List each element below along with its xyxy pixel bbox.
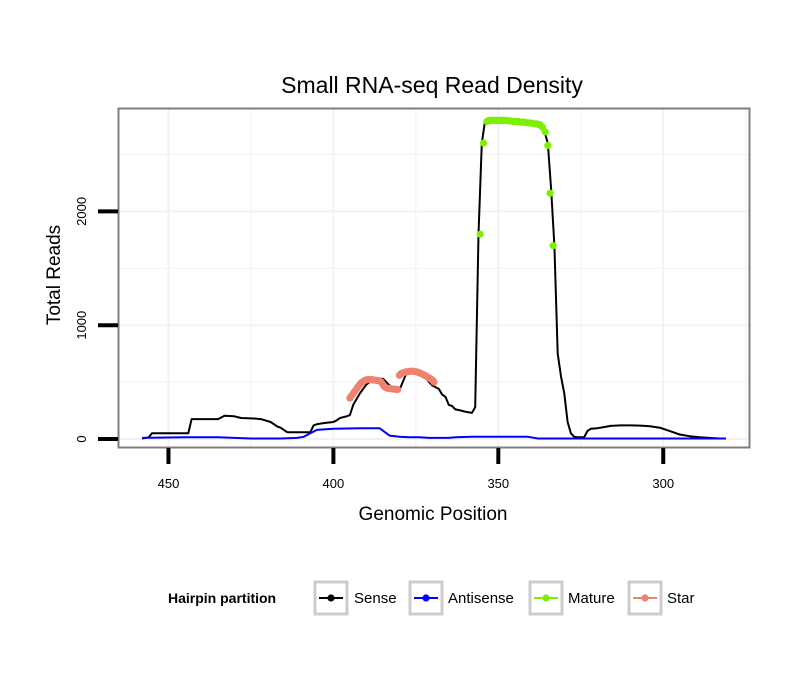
x-tick-label: 300: [652, 476, 674, 491]
x-axis-title: Genomic Position: [359, 504, 508, 525]
mature-point: [476, 230, 484, 238]
mature-point: [541, 128, 549, 136]
legend-label: Sense: [354, 590, 397, 607]
plot-panel: [117, 107, 751, 449]
x-tick-label: 400: [323, 476, 345, 491]
grid-lines: [119, 109, 749, 447]
sense-series-line: [141, 119, 726, 440]
legend-item-star: Star: [627, 580, 695, 616]
axis-ticks: 450 400 350 300 0 1000 2000: [74, 197, 674, 491]
antisense-series-line: [142, 427, 726, 440]
legend-item-sense: Sense: [313, 580, 397, 616]
mature-point: [544, 141, 552, 149]
series-layer: [141, 116, 726, 440]
legend-key-point: [327, 594, 335, 602]
legend-key-point: [422, 594, 430, 602]
mature-point: [479, 139, 488, 147]
legend-key-point: [641, 594, 649, 602]
x-tick-label: 350: [487, 476, 509, 491]
legend-label: Antisense: [448, 590, 514, 607]
legend-key-point: [542, 594, 550, 602]
legend-label: Mature: [568, 590, 615, 607]
x-tick-label: 450: [158, 476, 180, 491]
legend-title: Hairpin partition: [168, 590, 276, 606]
star-point: [430, 378, 438, 386]
mature-point: [549, 242, 557, 250]
star-point: [394, 385, 402, 394]
legend-item-mature: Mature: [528, 580, 615, 616]
y-tick-label: 1000: [74, 311, 89, 340]
y-tick-label: 2000: [74, 197, 89, 226]
chart-title: Small RNA-seq Read Density: [281, 72, 583, 98]
legend-label: Star: [667, 590, 695, 607]
y-tick-label: 0: [74, 435, 89, 442]
y-axis-title: Total Reads: [44, 225, 65, 325]
legend: Hairpin partition Sense Antisense Mature St…: [168, 580, 695, 616]
legend-item-antisense: Antisense: [408, 580, 514, 616]
mature-point: [546, 189, 554, 197]
